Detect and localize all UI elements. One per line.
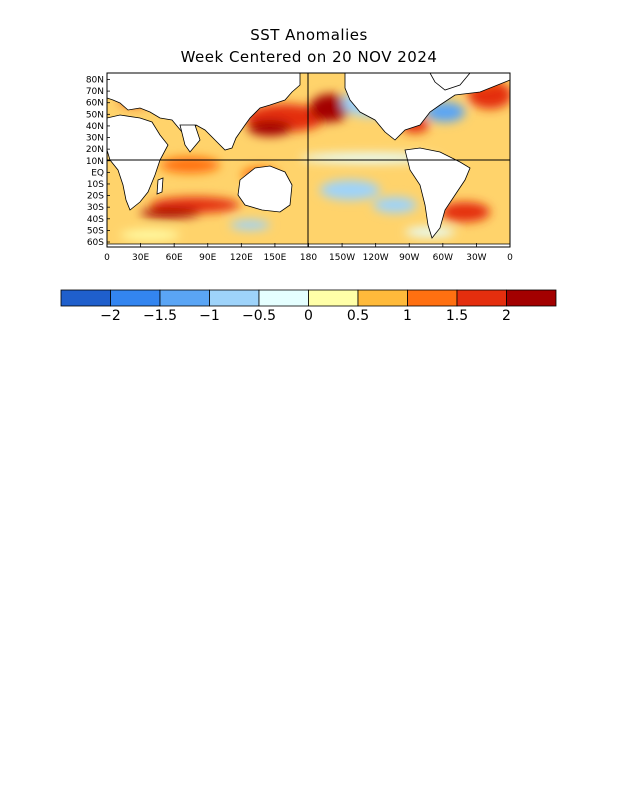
colorbar-swatch <box>258 289 309 307</box>
latitude-label: 60S <box>87 238 104 248</box>
colorbar-swatch <box>209 289 260 307</box>
map-title: SST Anomalies <box>250 26 368 44</box>
colorbar-label: 2 <box>502 308 511 324</box>
colorbar <box>60 289 557 307</box>
colorbar-label: 1.5 <box>446 308 468 324</box>
colorbar-label: 1 <box>403 308 412 324</box>
colorbar-label: 0 <box>304 308 313 324</box>
longitude-label: 90W <box>399 253 419 263</box>
longitude-label: 90E <box>199 253 216 263</box>
longitude-label: 0 <box>507 253 513 263</box>
longitude-label: 180 <box>300 253 317 263</box>
longitude-label: 60E <box>166 253 183 263</box>
land-masses <box>107 73 510 247</box>
latitude-label: 30S <box>87 203 104 213</box>
colorbar-swatch <box>357 289 408 307</box>
latitude-label: 20S <box>87 192 104 202</box>
latitude-label: 70N <box>86 87 104 97</box>
latitude-label: 20N <box>86 145 104 155</box>
colorbar-tick-labels: −2 −1.5 −1 −0.5 0 0.5 1 1.5 2 <box>100 308 511 324</box>
colorbar-swatch <box>60 289 111 307</box>
longitude-label: 0 <box>104 253 110 263</box>
latitude-label: 50S <box>87 226 104 236</box>
longitude-label: 150E <box>263 253 286 263</box>
colorbar-swatch <box>110 289 161 307</box>
latitude-label: 10N <box>86 157 104 167</box>
longitude-labels: 0 30E 60E 90E 120E 150E 180 150W 120W 90W 60W 30W 0 <box>104 253 513 263</box>
latitude-label: EQ <box>91 168 104 178</box>
longitude-label: 150W <box>329 253 355 263</box>
colorbar-swatch <box>308 289 359 307</box>
latitude-label: 50N <box>86 110 104 120</box>
colorbar-swatch <box>407 289 458 307</box>
longitude-label: 120W <box>363 253 389 263</box>
latitude-label: 10S <box>87 180 104 190</box>
map-subtitle: Week Centered on 20 NOV 2024 <box>180 48 438 66</box>
longitude-label: 120E <box>230 253 253 263</box>
latitude-label: 60N <box>86 99 104 109</box>
colorbar-label: 0.5 <box>347 308 369 324</box>
colorbar-label: −1.5 <box>143 308 177 324</box>
colorbar-label: −1 <box>199 308 220 324</box>
latitude-label: 40N <box>86 122 104 132</box>
longitude-label: 30W <box>466 253 486 263</box>
latitude-label: 80N <box>86 76 104 86</box>
latitude-label: 30N <box>86 134 104 144</box>
colorbar-swatch <box>456 289 507 307</box>
colorbar-label: −0.5 <box>242 308 276 324</box>
longitude-label: 60W <box>433 253 453 263</box>
colorbar-swatch <box>159 289 210 307</box>
colorbar-label: −2 <box>100 308 121 324</box>
longitude-label: 30E <box>132 253 149 263</box>
latitude-label: 40S <box>87 215 104 225</box>
colorbar-swatch <box>506 289 557 307</box>
